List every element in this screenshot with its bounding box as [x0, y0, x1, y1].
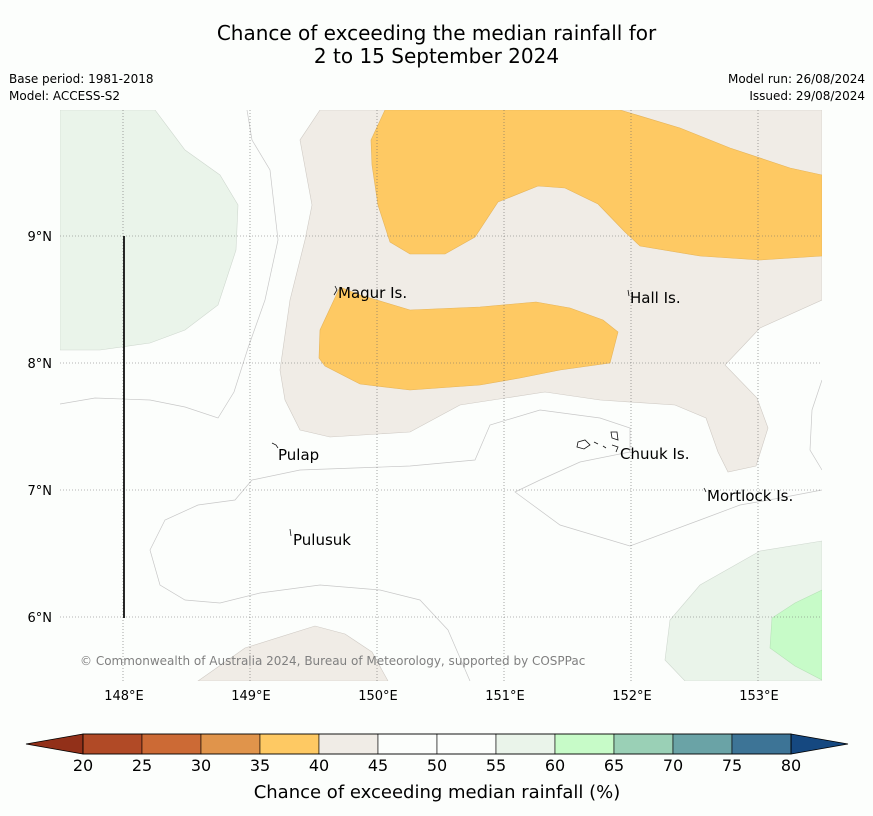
colorbar-box	[141, 733, 202, 755]
colorbar-ticks: 20 25 30 35 40 45 50 55 60 65 70 75 80	[73, 756, 801, 775]
colorbar-tick-label: 50	[427, 756, 447, 775]
contour-60-65-southeast	[769, 589, 822, 681]
colorbar-boxes	[82, 733, 792, 755]
lon-tick: 149°E	[231, 689, 271, 704]
colorbar: 20 25 30 35 40 45 50 55 60 65 70 75 80 Chance of exc…	[25, 733, 849, 803]
place-chuuk: Chuuk Is.	[620, 445, 689, 463]
lon-tick: 150°E	[358, 689, 398, 704]
colorbar-tick-label: 40	[309, 756, 329, 775]
graticule	[60, 110, 822, 681]
colorbar-box	[672, 733, 733, 755]
colorbar-box	[200, 733, 261, 755]
colorbar-tick-label: 30	[191, 756, 211, 775]
lon-tick: 151°E	[485, 689, 525, 704]
colorbar-tick-label: 45	[368, 756, 388, 775]
lat-tick: 7°N	[28, 484, 53, 499]
colorbar-frame	[82, 733, 792, 755]
base-period: Base period: 1981-2018	[9, 72, 154, 86]
colorbar-tick-label: 25	[132, 756, 152, 775]
contour-line-central	[149, 379, 822, 681]
island-shapes	[271, 285, 707, 537]
lon-tick: 148°E	[104, 689, 144, 704]
colorbar-box	[377, 733, 438, 755]
place-mortlock: Mortlock Is.	[707, 487, 793, 505]
colorbar-box	[82, 733, 143, 755]
title-line-1: Chance of exceeding the median rainfall …	[216, 21, 657, 45]
model-name: Model: ACCESS-S2	[9, 89, 121, 103]
contour-35-40-north	[370, 110, 822, 261]
colorbar-tick-label: 65	[604, 756, 624, 775]
contour-35-40-magur	[318, 286, 619, 391]
colorbar-tick-label: 75	[722, 756, 742, 775]
colorbar-over-arrow	[790, 733, 849, 755]
colorbar-tick-label: 80	[781, 756, 801, 775]
colorbar-box	[554, 733, 615, 755]
colorbar-tick-label: 55	[486, 756, 506, 775]
colorbar-box	[731, 733, 792, 755]
colorbar-box	[318, 733, 379, 755]
lat-axis: 9°N 8°N 7°N 6°N	[28, 230, 53, 626]
lat-tick: 6°N	[28, 611, 53, 626]
contour-55-60-northwest	[60, 110, 239, 351]
colorbar-box	[495, 733, 556, 755]
map-panel: Magur Is. Hall Is. Pulap Chuuk Is. Mortl…	[60, 110, 822, 681]
meta-left: Base period: 1981-2018 Model: ACCESS-S2	[9, 71, 154, 105]
contour-line-west	[60, 110, 279, 419]
title-line-2: 2 to 15 September 2024	[313, 44, 560, 68]
colorbar-under-arrow	[25, 733, 84, 755]
place-magur: Magur Is.	[338, 284, 407, 302]
place-pulap: Pulap	[278, 446, 319, 464]
colorbar-tick-label: 60	[545, 756, 565, 775]
colorbar-label: Chance of exceeding median rainfall (%)	[254, 782, 621, 803]
colorbar-box	[259, 733, 320, 755]
model-run: Model run: 26/08/2024	[727, 72, 865, 86]
colorbar-box	[613, 733, 674, 755]
lon-tick: 152°E	[612, 689, 652, 704]
colorbar-tick-label: 35	[250, 756, 270, 775]
contour-40-45-south	[197, 625, 389, 681]
colorbar-tick-label: 20	[73, 756, 93, 775]
lat-tick: 9°N	[28, 230, 53, 245]
issued-date: Issued: 29/08/2024	[749, 89, 865, 103]
meta-right: Model run: 26/08/2024 Issued: 29/08/2024	[728, 71, 865, 105]
place-hall: Hall Is.	[630, 289, 681, 307]
map-title: Chance of exceeding the median rainfall …	[0, 22, 873, 68]
place-pulusuk: Pulusuk	[293, 531, 351, 549]
colorbar-box	[436, 733, 497, 755]
colorbar-tick-label: 70	[663, 756, 683, 775]
lat-tick: 8°N	[28, 357, 53, 372]
lon-axis: 148°E 149°E 150°E 151°E 152°E 153°E	[104, 689, 779, 704]
copyright-notice: © Commonwealth of Australia 2024, Bureau…	[80, 654, 585, 668]
lon-tick: 153°E	[739, 689, 779, 704]
